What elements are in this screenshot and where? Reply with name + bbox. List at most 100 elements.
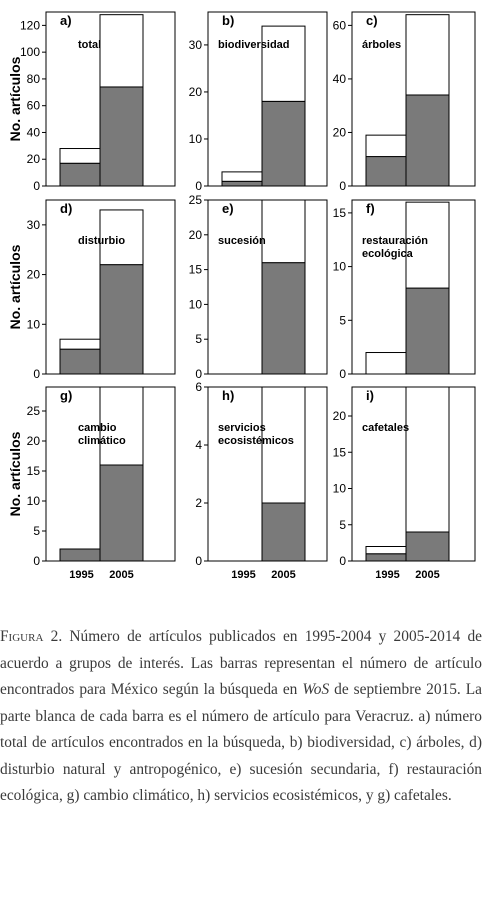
y-tick-label: 10	[333, 260, 347, 274]
y-tick-label: 0	[339, 367, 346, 381]
y-tick-label: 15	[189, 263, 203, 277]
panel-letter: i)	[366, 388, 374, 403]
panel-title: restauración ecológica	[362, 235, 428, 260]
bar-2005-segment-2	[99, 209, 144, 266]
y-tick-label: 40	[333, 72, 347, 86]
x-category-label: 1995	[69, 569, 93, 581]
panel-letter: d)	[60, 201, 72, 216]
y-tick-label: 25	[27, 404, 41, 418]
bar-1995-segment-2	[365, 546, 410, 555]
y-tick-label: 0	[33, 554, 40, 568]
chart-panel-1: 0 20 40 60 80 100 120 a) total No. artículos	[7, 11, 176, 193]
figure-caption: Figura 2. Número de artículos publicados…	[0, 624, 482, 810]
x-category-label: 2005	[415, 569, 439, 581]
caption-text-after: de septiembre 2015. La parte blanca de c…	[0, 681, 482, 804]
y-tick-label: 0	[33, 179, 40, 193]
y-tick-label: 2	[195, 496, 202, 510]
bar-2005-segment-2	[405, 14, 450, 96]
y-tick-label: 4	[195, 438, 202, 452]
bar-2005-segment-2	[261, 25, 306, 102]
y-tick-label: 0	[33, 367, 40, 381]
caption-label: Figura 2.	[0, 628, 63, 645]
y-tick-label: 10	[27, 494, 41, 508]
x-category-label: 1995	[231, 569, 255, 581]
bar-2005-segment-2	[405, 386, 450, 533]
chart-panel-4: 0 10 20 30 d) disturbio No. artículos	[7, 199, 176, 381]
bar-2005-segment-1	[99, 464, 144, 562]
y-tick-label: 30	[27, 218, 41, 232]
panel-title: cambio climático	[78, 422, 126, 447]
y-tick-label: 20	[189, 228, 203, 242]
x-category-label: 1995	[375, 569, 399, 581]
bar-1995-segment-2	[221, 171, 266, 182]
y-tick-label: 10	[333, 482, 347, 496]
y-tick-label: 0	[339, 554, 346, 568]
caption-text-before: Número de artículos publicados en 1995-2…	[0, 628, 482, 698]
bar-1995-segment-1	[221, 180, 266, 187]
y-tick-label: 20	[333, 125, 347, 139]
bar-1995-segment-2	[365, 352, 410, 375]
panel-letter: c)	[366, 13, 378, 28]
bar-2005-segment-1	[405, 531, 450, 562]
y-tick-label: 5	[195, 332, 202, 346]
bar-2005-segment-1	[261, 262, 306, 375]
chart-panel-2: 0 10 20 30 b) biodiversidad	[189, 11, 328, 193]
chart-panel-7: 0 5 10 15 20 25 1995 2005 g) cambio climático No. a…	[7, 386, 176, 581]
bar-2005-segment-1	[99, 264, 144, 375]
y-tick-label: 20	[189, 85, 203, 99]
y-tick-label: 0	[195, 367, 202, 381]
panel-title: disturbio	[78, 235, 125, 247]
y-tick-label: 100	[20, 45, 40, 59]
bar-2005-segment-2	[261, 386, 306, 504]
bar-2005-segment-1	[99, 86, 144, 187]
bar-2005-segment-2	[99, 14, 144, 88]
y-axis-label: No. artículos	[7, 56, 23, 141]
y-tick-label: 80	[27, 72, 41, 86]
y-tick-label: 20	[27, 434, 41, 448]
y-tick-label: 60	[27, 99, 41, 113]
y-axis-label: No. artículos	[7, 244, 23, 329]
y-tick-label: 15	[27, 464, 41, 478]
bar-1995-segment-1	[365, 156, 410, 187]
figure-panels: 0 20 40 60 80 100 120 a) total No. artículos 0 10 20…	[7, 11, 476, 581]
bar-2005-segment-2	[405, 201, 450, 289]
panel-letter: h)	[222, 388, 234, 403]
y-tick-label: 25	[189, 193, 203, 207]
y-tick-label: 120	[20, 18, 40, 32]
y-tick-label: 0	[339, 179, 346, 193]
y-tick-label: 20	[27, 268, 41, 282]
panel-title: servicios ecosistémicos	[218, 422, 294, 447]
y-tick-label: 40	[27, 125, 41, 139]
y-tick-label: 5	[33, 524, 40, 538]
y-tick-label: 20	[333, 409, 347, 423]
chart-panel-3: 0 20 40 60 c) árboles	[333, 11, 476, 193]
bar-2005-segment-1	[261, 502, 306, 562]
bar-1995-segment-2	[59, 148, 104, 164]
bar-1995-segment-1	[59, 348, 104, 375]
y-tick-label: 6	[195, 380, 202, 394]
bar-1995-segment-1	[59, 162, 104, 187]
bar-2005-segment-2	[99, 386, 144, 466]
bar-1995-segment-2	[59, 338, 104, 350]
bar-2005-segment-2	[261, 199, 306, 264]
y-tick-label: 0	[195, 179, 202, 193]
y-tick-label: 30	[189, 38, 203, 52]
panel-letter: g)	[60, 388, 72, 403]
bar-1995-segment-1	[59, 548, 104, 562]
bar-2005-segment-1	[405, 94, 450, 187]
y-tick-label: 10	[27, 317, 41, 331]
panel-letter: f)	[366, 201, 375, 216]
y-tick-label: 15	[333, 206, 347, 220]
panel-title: biodiversidad	[218, 39, 290, 51]
panel-title: total	[78, 39, 101, 51]
y-tick-label: 15	[333, 445, 347, 459]
bar-1995-segment-2	[365, 134, 410, 158]
panel-title: cafetales	[362, 422, 409, 434]
panel-letter: e)	[222, 201, 234, 216]
y-tick-label: 60	[333, 18, 347, 32]
chart-panel-6: 0 5 10 15 f) restauración ecológica	[333, 199, 476, 381]
panel-title: sucesión	[218, 235, 266, 247]
y-tick-label: 5	[339, 518, 346, 532]
y-tick-label: 10	[189, 297, 203, 311]
y-tick-label: 5	[339, 313, 346, 327]
